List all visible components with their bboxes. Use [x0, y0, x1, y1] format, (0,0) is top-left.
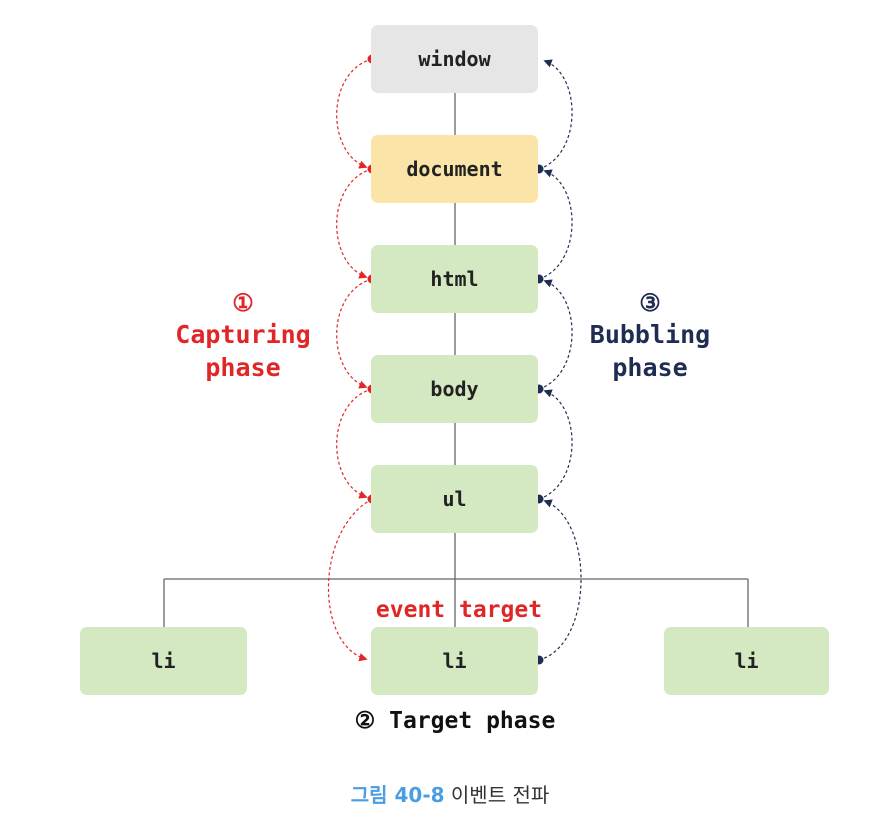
- capture-arrow-window-document: [336, 58, 373, 169]
- target-phase-label: ② Target phase: [354, 708, 556, 734]
- document-node: document: [371, 135, 538, 203]
- capturing-phase-label: ① Capturing phase: [150, 288, 336, 384]
- bubble-arrows: [538, 59, 582, 661]
- li-node-right: li: [664, 627, 829, 695]
- bubble-arrow-document-window: [538, 59, 573, 170]
- figure-caption: 그림 40-8 이벤트 전파: [250, 780, 650, 810]
- bubble-arrow-li-ul: [538, 499, 582, 661]
- bubbling-phase-number: ③: [639, 289, 661, 317]
- li-node-target: li: [371, 627, 538, 695]
- figure-title: 이벤트 전파: [450, 783, 550, 807]
- bubble-arrow-html-document: [538, 169, 573, 280]
- bubbling-phase-label: ③ Bubbling phase: [565, 288, 735, 384]
- bubbling-phase-subtitle: phase: [612, 353, 688, 382]
- capturing-phase-subtitle: phase: [205, 353, 281, 382]
- capture-arrow-document-html: [336, 168, 373, 279]
- capture-arrow-ul-li: [327, 498, 373, 662]
- bubbling-phase-title: Bubbling: [589, 320, 711, 349]
- ul-node: ul: [371, 465, 538, 533]
- capturing-phase-title: Capturing: [175, 320, 311, 349]
- capture-arrows: [327, 58, 373, 662]
- capture-arrow-body-ul: [336, 388, 373, 499]
- event-target-label: event target: [375, 597, 543, 623]
- capture-arrow-html-body: [336, 278, 373, 389]
- li-node-left: li: [80, 627, 247, 695]
- window-node: window: [371, 25, 538, 93]
- bubble-arrow-body-html: [538, 279, 573, 390]
- capturing-phase-number: ①: [232, 289, 254, 317]
- bubble-arrow-ul-body: [538, 389, 573, 500]
- figure-number: 그림 40-8: [350, 783, 445, 807]
- body-node: body: [371, 355, 538, 423]
- html-node: html: [371, 245, 538, 313]
